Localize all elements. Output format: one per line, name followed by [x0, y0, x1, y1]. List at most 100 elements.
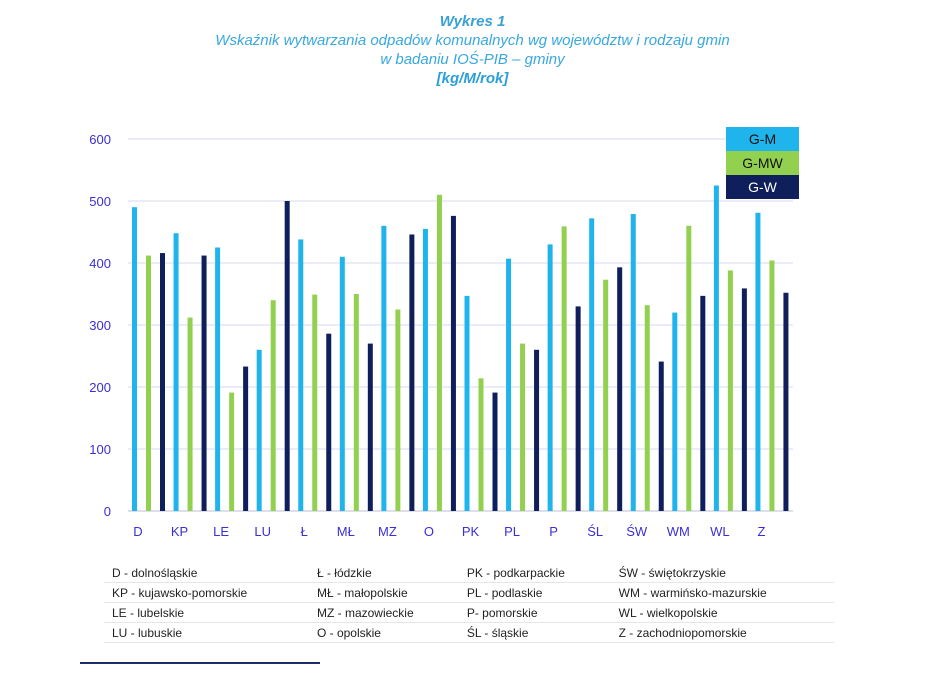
- bar-g-mw: [478, 378, 484, 511]
- abbreviation-cell: D - dolnośląskie: [104, 563, 309, 583]
- bar-g-w: [492, 392, 498, 511]
- bar-g-m: [589, 218, 595, 512]
- bar-g-mw: [229, 392, 235, 511]
- bar-g-w: [700, 295, 706, 511]
- abbreviation-cell: ŚL - śląskie: [458, 622, 611, 643]
- chart-title: Wykres 1: [439, 13, 506, 30]
- abbreviation-cell: Z - zachodniopomorskie: [610, 622, 834, 643]
- y-tick-label: 300: [89, 318, 111, 333]
- x-tick-label: Z: [757, 524, 765, 539]
- bar-g-mw: [353, 294, 359, 511]
- abbreviation-row: LU - lubuskie O - opolskie ŚL - śląskie Z -…: [104, 622, 834, 643]
- bar-g-mw: [686, 225, 692, 512]
- x-tick-label: O: [424, 524, 434, 539]
- bar-g-w: [617, 267, 623, 511]
- bar-g-w: [450, 215, 456, 511]
- x-tick-label: ŚW: [626, 524, 648, 539]
- abbreviation-cell: MŁ - małopolskie: [308, 582, 459, 603]
- bar-g-m: [298, 239, 304, 511]
- bar-g-w: [160, 253, 165, 511]
- x-tick-label: PL: [504, 524, 520, 539]
- chart-unit: [kg/M/rok]: [436, 70, 509, 87]
- abbreviation-cell: PL - podlaskie: [458, 582, 611, 603]
- bar-g-mw: [312, 294, 318, 511]
- x-tick-label: LE: [213, 524, 229, 539]
- abbreviation-cell: LU - lubuskie: [104, 622, 309, 643]
- x-tick-label: MŁ: [337, 524, 355, 539]
- bar-g-w: [783, 292, 789, 511]
- bar-g-mw: [436, 194, 442, 512]
- y-tick-label: 400: [89, 256, 111, 271]
- legend-label: G-W: [748, 179, 778, 195]
- bar-g-w: [367, 343, 373, 511]
- bar-g-mw: [769, 260, 775, 511]
- bar-g-w: [534, 349, 540, 511]
- bar-g-mw: [727, 270, 733, 511]
- legend-label: G-M: [749, 131, 776, 147]
- y-tick-label: 500: [89, 194, 111, 209]
- bar-g-mw: [520, 343, 526, 511]
- x-tick-label: WM: [667, 524, 690, 539]
- legend-swatch: [726, 127, 799, 151]
- bar-g-w: [658, 361, 664, 511]
- bar-g-mw: [561, 226, 567, 512]
- bar-g-w: [741, 288, 747, 511]
- y-tick-label: 100: [89, 442, 111, 457]
- chart-subtitle-2: w badaniu IOŚ-PIB – gminy: [380, 51, 565, 68]
- x-tick-label: WL: [710, 524, 730, 539]
- x-tick-label: Ł: [301, 524, 308, 539]
- y-tick-label: 0: [104, 504, 111, 519]
- bar-g-m: [713, 185, 719, 511]
- chart-title-block: Wykres 1 Wskaźnik wytwarzania odpadów ko…: [0, 12, 945, 88]
- bar-g-m: [464, 295, 470, 511]
- abbreviation-cell: LE - lubelskie: [104, 602, 309, 623]
- bar-g-mw: [270, 300, 276, 511]
- bar-g-m: [132, 207, 137, 511]
- bar-g-m: [256, 349, 262, 511]
- bar-g-mw: [644, 305, 650, 511]
- bar-g-m: [547, 244, 553, 511]
- x-tick-label: LU: [254, 524, 271, 539]
- abbreviation-cell: PK - podkarpackie: [458, 563, 611, 583]
- x-tick-label: MZ: [378, 524, 397, 539]
- footnote-divider: [80, 662, 320, 664]
- x-tick-label: ŚL: [587, 524, 603, 539]
- abbreviation-row: LE - lubelskie MZ - mazowieckie P- pomorsk…: [104, 602, 834, 623]
- y-tick-label: 200: [89, 380, 111, 395]
- abbreviation-cell: P- pomorskie: [458, 602, 611, 623]
- bar-g-m: [506, 258, 512, 511]
- legend-label: G-MW: [742, 155, 783, 171]
- abbreviation-cell: WL - wielkopolskie: [610, 602, 834, 623]
- abbreviation-table: D - dolnośląskie Ł - łódzkie PK - podkarpa…: [104, 563, 834, 643]
- bar-g-w: [201, 255, 207, 511]
- bar-chart: 0 100 200 300 400 500 600 D KP LE LU Ł MŁ MZ O PK PL P ŚL Ś…: [89, 127, 799, 539]
- x-tick-label: D: [133, 524, 142, 539]
- bar-g-w: [409, 234, 415, 512]
- bar-g-mw: [395, 309, 401, 511]
- abbreviation-cell: Ł - łódzkie: [308, 563, 459, 583]
- bar-g-mw: [146, 255, 151, 511]
- bar-g-m: [215, 247, 221, 511]
- bar-g-m: [339, 256, 345, 511]
- bar-g-w: [326, 333, 332, 511]
- bar-g-m: [381, 225, 387, 512]
- legend-swatch: [726, 175, 799, 199]
- chart-subtitle: Wskaźnik wytwarzania odpadów komunalnych…: [215, 32, 730, 49]
- x-tick-label: PK: [462, 524, 480, 539]
- legend-swatch: [726, 151, 799, 175]
- abbreviation-cell: O - opolskie: [308, 622, 459, 643]
- bar-g-m: [173, 233, 179, 512]
- abbreviation-row: D - dolnośląskie Ł - łódzkie PK - podkarpa…: [104, 563, 834, 583]
- bar-g-w: [575, 306, 581, 511]
- bar-g-m: [422, 228, 428, 511]
- abbreviation-row: KP - kujawsko-pomorskie MŁ - małopolskie P…: [104, 582, 834, 603]
- abbreviation-cell: WM - warmińsko-mazurskie: [610, 582, 834, 603]
- bar-g-w: [243, 366, 249, 511]
- bar-g-mw: [187, 317, 193, 511]
- bar-g-m: [672, 312, 678, 511]
- bar-g-w: [284, 201, 290, 511]
- y-tick-label: 600: [89, 132, 111, 147]
- bar-g-m: [755, 212, 761, 511]
- bar-g-mw: [603, 279, 609, 511]
- x-tick-label: P: [549, 524, 558, 539]
